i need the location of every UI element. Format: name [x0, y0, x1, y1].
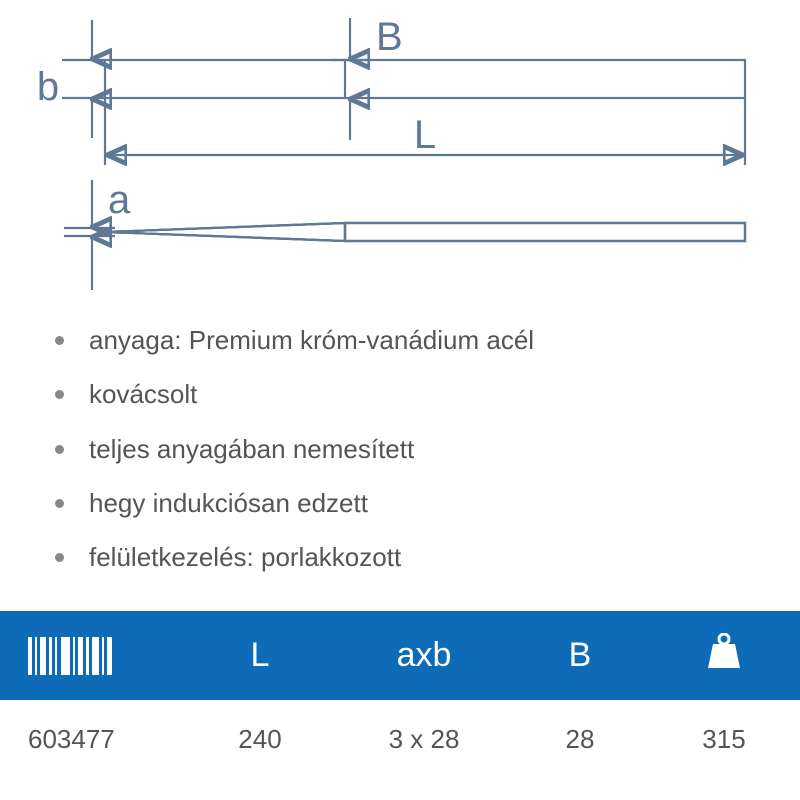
cell-L: 240	[184, 700, 336, 785]
spec-table: L axb B 603477	[0, 611, 800, 785]
col-header-code	[0, 611, 184, 700]
spec-row: 603477 240 3 x 28 28 315	[0, 700, 800, 785]
dim-label-L: L	[414, 113, 436, 157]
feature-list: anyaga: Premium króm-vanádium acél kovác…	[0, 310, 800, 611]
feature-item: kovácsolt	[55, 374, 770, 414]
col-header-B: B	[512, 611, 648, 700]
spec-header-row: L axb B	[0, 611, 800, 700]
cell-weight: 315	[648, 700, 800, 785]
technical-diagram: b B L a	[0, 0, 800, 310]
cell-code: 603477	[0, 700, 184, 785]
weight-icon	[707, 633, 741, 678]
barcode-icon	[28, 637, 176, 675]
product-spec-sheet: b B L a	[0, 0, 800, 800]
feature-item: anyaga: Premium króm-vanádium acél	[55, 320, 770, 360]
cell-B: 28	[512, 700, 648, 785]
dim-label-a: a	[108, 178, 131, 222]
col-header-axb: axb	[336, 611, 512, 700]
feature-item: hegy indukciósan edzett	[55, 483, 770, 523]
cell-axb: 3 x 28	[336, 700, 512, 785]
dim-label-B: B	[376, 15, 403, 59]
feature-item: teljes anyagában nemesített	[55, 429, 770, 469]
feature-item: felületkezelés: porlakkozott	[55, 537, 770, 577]
dim-label-b: b	[37, 65, 59, 109]
col-header-weight	[648, 611, 800, 700]
col-header-L: L	[184, 611, 336, 700]
